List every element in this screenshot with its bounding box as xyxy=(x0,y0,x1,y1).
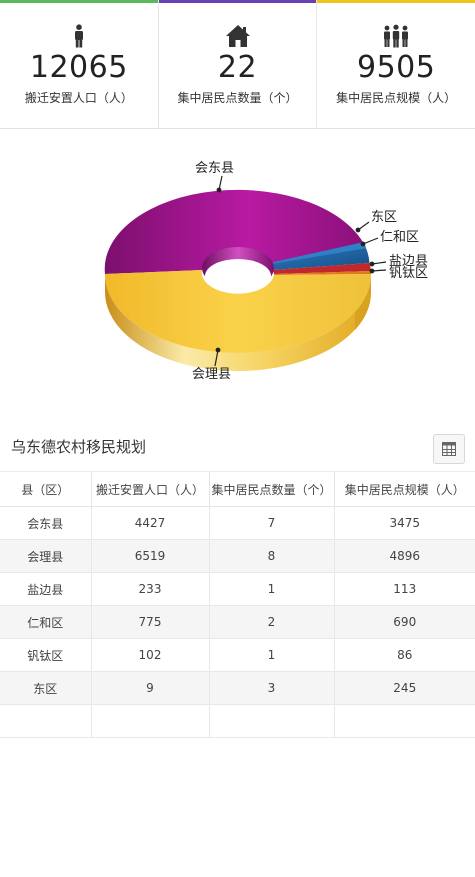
table-cell: 4896 xyxy=(333,539,475,573)
stat-value: 22 xyxy=(217,50,258,85)
table-cell: 东区 xyxy=(0,671,92,705)
donut-hole-inner xyxy=(205,259,271,293)
table-cell: 102 xyxy=(90,638,210,672)
accent-bar xyxy=(0,0,158,3)
stat-label: 集中居民点数量（个） xyxy=(177,91,298,105)
table-cell: 会理县 xyxy=(0,539,92,573)
table-cell: 6519 xyxy=(90,539,210,573)
table-cell: 690 xyxy=(333,605,475,639)
leader-line xyxy=(214,349,219,367)
leader-dot xyxy=(216,187,222,193)
table-header-row: 县（区） 搬迁安置人口（人） 集中居民点数量（个） 集中居民点规模（人） xyxy=(0,471,475,507)
table-cell: 3475 xyxy=(333,506,475,540)
leader-dot xyxy=(360,241,366,247)
stat-value: 12065 xyxy=(29,50,128,85)
table-cell: 4427 xyxy=(90,506,210,540)
table-cell xyxy=(90,704,210,738)
label-renhe: 仁和区 xyxy=(380,230,419,245)
table-cell: 245 xyxy=(333,671,475,705)
stat-resettlement-population: 12065 搬迁安置人口（人） xyxy=(0,0,159,128)
table-cell: 233 xyxy=(90,572,210,606)
stat-value: 9505 xyxy=(357,50,436,85)
table-cell: 775 xyxy=(90,605,210,639)
leader-dot xyxy=(355,227,361,233)
table-row: 仁和区 775 2 690 xyxy=(0,605,475,639)
table-row: 东区 9 3 245 xyxy=(0,671,475,705)
table-cell: 1 xyxy=(208,572,335,606)
person-icon xyxy=(74,24,83,48)
slice-huidong xyxy=(104,189,366,274)
stat-settlement-scale: 9505 集中居民点规模（人） xyxy=(317,0,475,128)
column-header[interactable]: 县（区） xyxy=(0,471,92,507)
label-huidong: 会东县 xyxy=(195,161,234,176)
slice-renhe xyxy=(270,248,370,270)
table-cell: 7 xyxy=(208,506,335,540)
table-cell xyxy=(0,704,92,738)
label-fantai: 钒钛区 xyxy=(389,266,428,281)
table-cell: 1 xyxy=(208,638,335,672)
table-cell: 钒钛区 xyxy=(0,638,92,672)
group-icon xyxy=(384,24,409,48)
home-icon xyxy=(225,25,250,47)
donut-side-right xyxy=(355,274,372,330)
slice-dongqu xyxy=(269,242,366,264)
slice-fantai xyxy=(274,271,372,275)
leader-lines xyxy=(214,175,387,367)
slice-huili xyxy=(105,270,371,353)
table-cell xyxy=(208,704,335,738)
table-cell: 86 xyxy=(333,638,475,672)
donut-plot xyxy=(104,189,372,371)
label-huili: 会理县 xyxy=(192,367,231,382)
table-cell xyxy=(333,704,475,738)
table-view-button[interactable] xyxy=(433,434,465,464)
table-row: 会理县 6519 8 4896 xyxy=(0,539,475,573)
table-cell: 113 xyxy=(333,572,475,606)
table-row: 钒钛区 102 1 86 xyxy=(0,638,475,672)
table-row-empty xyxy=(0,704,475,738)
accent-bar xyxy=(158,0,317,3)
section-title: 乌东德农村移民规划 xyxy=(11,438,147,456)
table-row: 会东县 4427 7 3475 xyxy=(0,506,475,540)
table-cell: 2 xyxy=(208,605,335,639)
table-cell: 会东县 xyxy=(0,506,92,540)
stat-label: 集中居民点规模（人） xyxy=(336,91,457,105)
table-cell: 9 xyxy=(90,671,210,705)
table-grid-icon xyxy=(442,442,456,456)
table-cell: 盐边县 xyxy=(0,572,92,606)
table-row: 盐边县 233 1 113 xyxy=(0,572,475,606)
slice-labels: 会东县 东区 仁和区 盐边县 钒钛区 会理县 xyxy=(192,161,428,382)
stats-bar: 12065 搬迁安置人口（人） 22 集中居民点数量（个） 9505 集中居民点 xyxy=(0,0,475,129)
donut-side-wall xyxy=(105,274,371,371)
leader-dot xyxy=(369,261,375,267)
accent-bar xyxy=(317,0,475,3)
leader-dot xyxy=(215,347,221,353)
table-cell: 8 xyxy=(208,539,335,573)
leader-line xyxy=(362,237,379,245)
table-cell: 3 xyxy=(208,671,335,705)
stat-label: 搬迁安置人口（人） xyxy=(24,91,133,105)
stat-settlement-count: 22 集中居民点数量（个） xyxy=(158,0,318,128)
donut-chart: 会东县 东区 仁和区 盐边县 钒钛区 会理县 xyxy=(104,161,428,382)
label-yanbian: 盐边县 xyxy=(389,254,428,269)
column-header[interactable]: 搬迁安置人口（人） xyxy=(90,471,210,507)
data-table: 县（区） 搬迁安置人口（人） 集中居民点数量（个） 集中居民点规模（人） 会东县… xyxy=(0,471,475,738)
table-cell: 仁和区 xyxy=(0,605,92,639)
column-header[interactable]: 集中居民点规模（人） xyxy=(333,471,475,507)
column-header[interactable]: 集中居民点数量（个） xyxy=(208,471,335,507)
leader-dot xyxy=(369,268,375,274)
slice-yanbian xyxy=(273,263,371,274)
label-dongqu: 东区 xyxy=(371,210,397,225)
